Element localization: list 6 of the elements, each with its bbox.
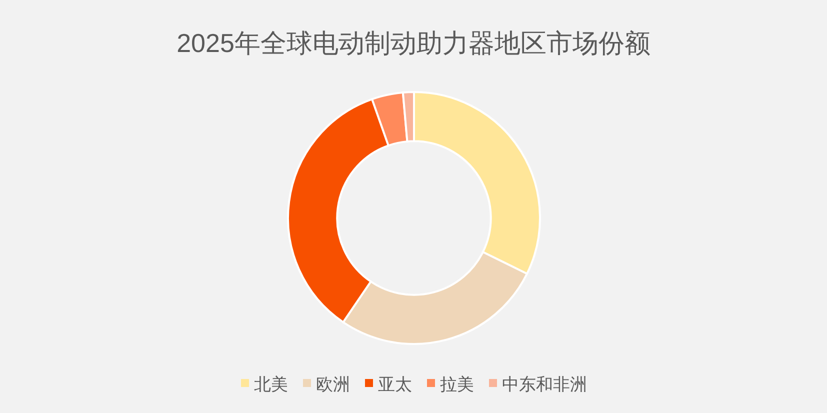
legend-label: 拉美 [440, 375, 474, 394]
legend-label: 欧洲 [316, 375, 350, 394]
legend-label: 亚太 [378, 375, 412, 394]
legend-label: 中东和非洲 [502, 375, 587, 394]
chart-title: 2025年全球电动制动助力器地区市场份额 [176, 28, 650, 58]
legend-label: 北美 [254, 375, 288, 394]
